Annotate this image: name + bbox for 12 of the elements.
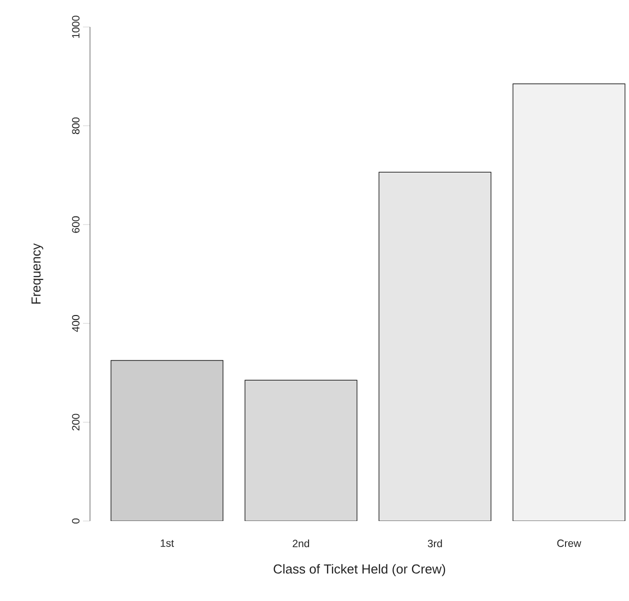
- y-tick-label: 200: [72, 414, 80, 430]
- y-tick-label: 400: [72, 315, 80, 332]
- x-axis-title: Class of Ticket Held (or Crew): [274, 564, 446, 576]
- y-tick-label: 1000: [72, 16, 80, 38]
- y-axis-title: Frequency: [32, 243, 44, 304]
- y-tick-label: 0: [72, 518, 80, 524]
- y-tick-label: 800: [72, 117, 80, 134]
- x-tick-label: 3rd: [428, 540, 442, 548]
- x-tick-label: Crew: [557, 540, 582, 547]
- x-tick-label: 2nd: [292, 540, 310, 548]
- x-tick-label: 1st: [160, 540, 174, 547]
- y-tick-label: 600: [72, 216, 80, 233]
